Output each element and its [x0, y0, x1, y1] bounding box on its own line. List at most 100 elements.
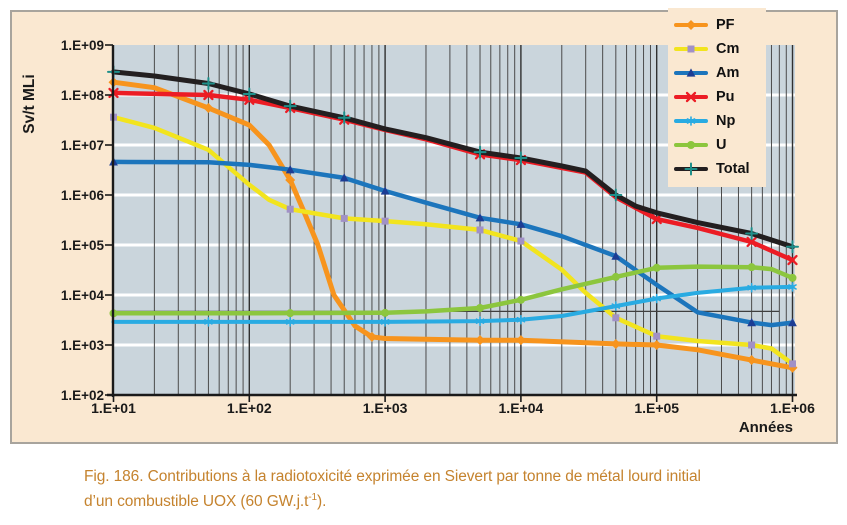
series-marker [652, 295, 662, 302]
legend-item-cm: Cm [674, 37, 766, 61]
x-tick-label: 1.E+03 [363, 400, 408, 416]
y-tick-label: 1.E+07 [61, 138, 104, 153]
series-marker [203, 102, 214, 113]
series-marker [286, 309, 295, 318]
series-marker [685, 91, 697, 103]
series-Np-markers [204, 282, 797, 327]
series-marker [611, 303, 621, 309]
series-marker [687, 45, 695, 53]
series-marker [340, 214, 348, 222]
u-series-swatch-icon [674, 141, 708, 149]
x-tick-label: 1.E+06 [770, 400, 815, 416]
series-marker [204, 319, 213, 325]
series-marker [747, 263, 756, 272]
legend-item-u: U [674, 133, 766, 157]
series-marker [475, 213, 485, 222]
legend-item-total: Total [674, 157, 766, 181]
series-marker [651, 213, 662, 225]
series-marker [653, 332, 661, 340]
series-marker [285, 319, 295, 325]
legend-label-cm: Cm [716, 41, 740, 57]
series-marker [746, 236, 757, 248]
y-tick-label: 1.E+05 [61, 238, 105, 253]
legend-item-pu: Pu [674, 85, 766, 109]
series-marker [366, 331, 377, 342]
series-marker [686, 68, 696, 77]
series-marker [380, 319, 390, 325]
caption-superscript: -1 [308, 491, 318, 503]
series-marker [610, 338, 621, 349]
legend-label-am: Am [716, 65, 740, 81]
series-marker [285, 174, 296, 185]
series-U-markers [109, 263, 797, 318]
series-marker [380, 186, 390, 195]
pf-series-swatch-icon [674, 20, 708, 30]
legend-label-np: Np [716, 113, 736, 129]
series-marker [475, 318, 485, 324]
series-marker [686, 20, 696, 30]
series-marker [687, 141, 695, 149]
legend-label-pf: PF [716, 17, 735, 33]
x-axis-title: Années [738, 419, 793, 436]
legend-label-total: Total [716, 161, 750, 177]
series-Am-line [111, 159, 795, 328]
y-tick-label: 1.E+08 [61, 88, 105, 103]
pu-series-swatch-icon [674, 91, 708, 103]
caption-line2: d’un combustible UOX (60 GW.j.t-1). [84, 491, 327, 510]
series-marker [651, 340, 662, 350]
series-marker [788, 284, 797, 290]
series-marker [515, 335, 526, 346]
series-marker [516, 295, 525, 304]
x-tick-label: 1.E+01 [91, 400, 136, 416]
cm-series-swatch-icon [674, 45, 708, 53]
series-marker [286, 205, 294, 213]
series-marker [748, 341, 756, 349]
series-marker [747, 318, 757, 327]
series-marker [476, 226, 484, 234]
series-marker [339, 173, 349, 182]
y-axis-title: Sv/t MLi [21, 74, 38, 134]
figure-caption: Fig. 186. Contributions à la radiotoxici… [84, 464, 842, 514]
total-series-swatch-icon [674, 162, 708, 176]
series-marker [517, 237, 525, 245]
series-marker [203, 89, 214, 101]
series-marker [686, 118, 696, 124]
series-marker [788, 273, 797, 282]
caption-line1: Fig. 186. Contributions à la radiotoxici… [84, 468, 701, 485]
series-marker [787, 254, 798, 266]
series-marker [789, 360, 796, 368]
legend: PF Cm Am Pu Np U Total [668, 8, 766, 187]
series-marker [516, 219, 526, 228]
series-Am-markers [109, 157, 797, 327]
y-tick-label: 1.E+09 [61, 38, 104, 53]
series-Total-markers [107, 65, 799, 254]
y-tick-label: 1.E+04 [61, 288, 105, 303]
legend-label-pu: Pu [716, 89, 735, 105]
series-marker [612, 314, 620, 322]
series-marker [611, 251, 621, 260]
series-marker [475, 335, 486, 346]
series-marker [381, 217, 389, 225]
np-series-swatch-icon [674, 116, 708, 126]
series-Np-line [111, 284, 795, 324]
series-marker [788, 318, 797, 327]
x-tick-label: 1.E+04 [499, 400, 544, 416]
series-marker [476, 303, 485, 312]
legend-item-am: Am [674, 61, 766, 85]
y-tick-label: 1.E+06 [61, 188, 105, 203]
legend-item-np: Np [674, 109, 766, 133]
series-Total-line [111, 69, 795, 250]
series-marker [285, 165, 295, 174]
y-tick-label: 1.E+03 [61, 338, 105, 353]
legend-label-u: U [716, 137, 727, 153]
series-marker [516, 316, 526, 323]
series-marker [611, 272, 620, 281]
am-series-swatch-icon [674, 68, 708, 77]
legend-item-pf: PF [674, 13, 766, 37]
series-marker [652, 263, 661, 272]
x-tick-label: 1.E+02 [227, 400, 272, 416]
series-marker [746, 355, 757, 366]
y-tick-label: 1.E+02 [61, 388, 104, 403]
series-marker [747, 284, 756, 291]
